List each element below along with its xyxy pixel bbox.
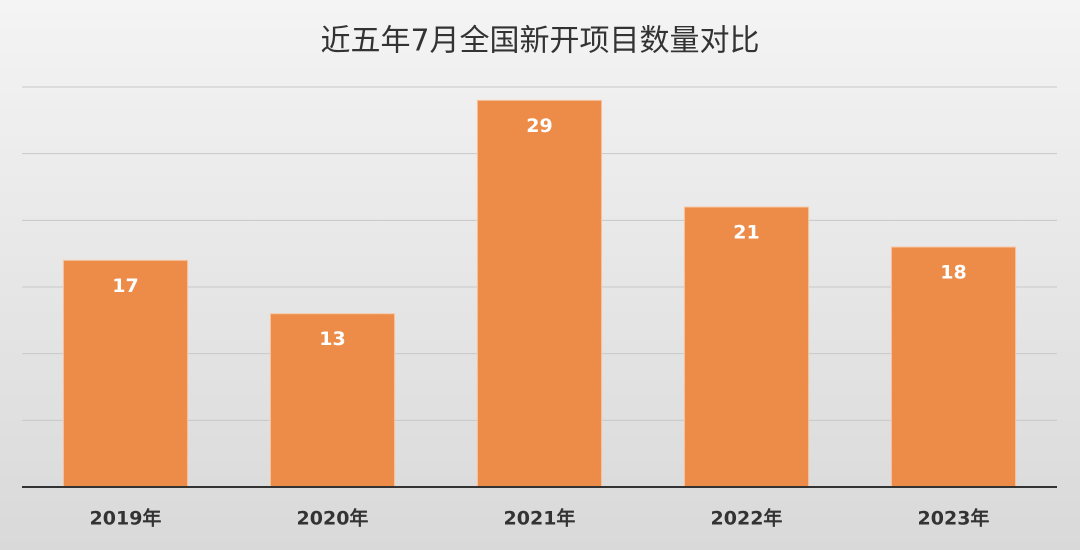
bar xyxy=(476,99,603,488)
x-tick-label: 2019年 xyxy=(90,507,162,530)
bar xyxy=(62,259,189,488)
x-tick-label: 2021年 xyxy=(504,507,576,530)
chart-title: 近五年7月全国新开项目数量对比 xyxy=(320,24,759,59)
x-tick-label: 2023年 xyxy=(918,507,990,530)
data-label: 18 xyxy=(940,262,966,284)
data-label: 13 xyxy=(319,328,345,350)
bar xyxy=(269,313,396,488)
data-label: 17 xyxy=(112,275,138,297)
data-label: 29 xyxy=(526,115,552,137)
x-tick-label: 2022年 xyxy=(711,507,783,530)
x-tick-label: 2020年 xyxy=(297,507,369,530)
bar xyxy=(683,206,810,488)
data-label: 21 xyxy=(733,222,759,244)
